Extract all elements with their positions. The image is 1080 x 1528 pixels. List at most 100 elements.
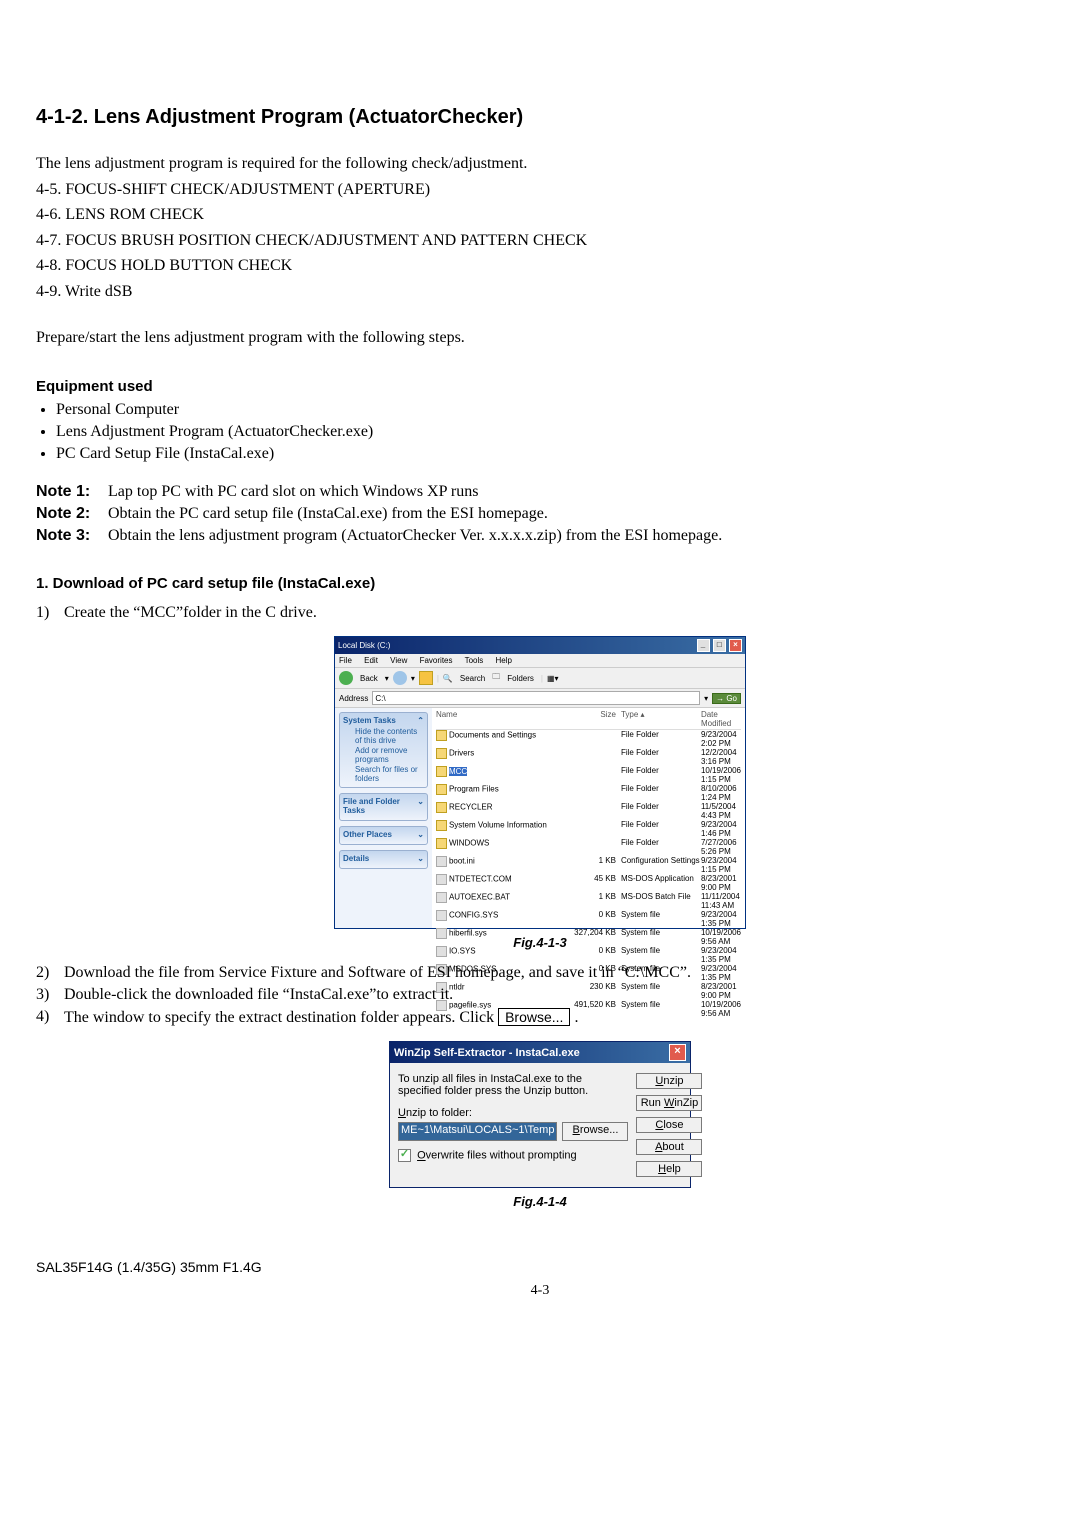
- file-date: 9/23/2004 1:35 PM: [701, 946, 741, 964]
- file-icon: [436, 892, 447, 903]
- file-name: Drivers: [449, 749, 474, 758]
- file-row[interactable]: Documents and SettingsFile Folder9/23/20…: [436, 730, 741, 748]
- step-num: 2): [36, 964, 64, 982]
- help-button[interactable]: Help: [636, 1161, 702, 1177]
- task-item[interactable]: Hide the contents of this drive: [343, 727, 424, 745]
- explorer-sidebar: System Tasks⌃ Hide the contents of this …: [335, 708, 432, 928]
- file-row[interactable]: boot.ini1 KBConfiguration Settings9/23/2…: [436, 856, 741, 874]
- overwrite-checkbox[interactable]: ✓: [398, 1149, 411, 1162]
- folder-icon: [436, 802, 447, 813]
- menu-view[interactable]: View: [390, 656, 407, 665]
- file-name: AUTOEXEC.BAT: [449, 893, 510, 902]
- address-input[interactable]: [372, 691, 700, 705]
- file-row[interactable]: NTDETECT.COM45 KBMS-DOS Application8/23/…: [436, 874, 741, 892]
- expand-icon[interactable]: ⌄: [417, 797, 424, 815]
- minimize-button[interactable]: _: [697, 639, 710, 652]
- file-type: File Folder: [621, 820, 701, 838]
- col-size[interactable]: Size: [566, 710, 621, 728]
- file-row[interactable]: DriversFile Folder12/2/2004 3:16 PM: [436, 748, 741, 766]
- file-date: 9/23/2004 2:02 PM: [701, 730, 741, 748]
- back-icon[interactable]: [339, 671, 353, 685]
- up-icon[interactable]: [419, 671, 433, 685]
- expand-icon[interactable]: ⌄: [417, 830, 424, 839]
- explorer-window: Local Disk (C:) _ □ × File Edit View Fav…: [334, 636, 746, 929]
- file-date: 8/10/2006 1:24 PM: [701, 784, 741, 802]
- task-item[interactable]: Search for files or folders: [343, 765, 424, 783]
- close-button[interactable]: ×: [669, 1044, 686, 1061]
- file-row[interactable]: IO.SYS0 KBSystem file9/23/2004 1:35 PM: [436, 946, 741, 964]
- figure-caption: Fig.4-1-4: [36, 1194, 1044, 1209]
- steps-block: 2) Download the file from Service Fixtur…: [36, 964, 1044, 1027]
- col-name[interactable]: Name: [436, 710, 566, 728]
- file-row[interactable]: MCCFile Folder10/19/2006 1:15 PM: [436, 766, 741, 784]
- step: 3) Double-click the downloaded file “Ins…: [36, 986, 1044, 1004]
- menu-tools[interactable]: Tools: [465, 656, 484, 665]
- about-button[interactable]: About: [636, 1139, 702, 1155]
- file-name: System Volume Information: [449, 821, 547, 830]
- file-icon: [436, 856, 447, 867]
- menu-file[interactable]: File: [339, 656, 352, 665]
- equipment-list: Personal Computer Lens Adjustment Progra…: [36, 401, 1044, 463]
- go-button[interactable]: → Go: [712, 693, 741, 704]
- unzip-path-input[interactable]: ME~1\Matsui\LOCALS~1\Temp: [398, 1122, 557, 1141]
- file-size: 327,204 KB: [566, 928, 621, 946]
- check-item: 4-9. Write dSB: [36, 281, 1044, 303]
- file-name: WINDOWS: [449, 839, 489, 848]
- folder-icon: [436, 838, 447, 849]
- overwrite-label: Overwrite files without prompting: [417, 1150, 577, 1162]
- explorer-titlebar: Local Disk (C:) _ □ ×: [335, 637, 745, 654]
- file-row[interactable]: AUTOEXEC.BAT1 KBMS-DOS Batch File11/11/2…: [436, 892, 741, 910]
- file-size: [566, 766, 621, 784]
- step-text: Download the file from Service Fixture a…: [64, 964, 1044, 982]
- file-row[interactable]: WINDOWSFile Folder7/27/2006 5:26 PM: [436, 838, 741, 856]
- note-line: Note 3: Obtain the lens adjustment progr…: [36, 527, 1044, 545]
- file-folder-tasks-panel: File and Folder Tasks⌄: [339, 793, 428, 821]
- file-row[interactable]: hiberfil.sys327,204 KBSystem file10/19/2…: [436, 928, 741, 946]
- file-size: 1 KB: [566, 892, 621, 910]
- folders-icon[interactable]: 🗀: [492, 671, 500, 685]
- step-num: 4): [36, 1008, 64, 1027]
- file-size: [566, 748, 621, 766]
- expand-icon[interactable]: ⌄: [417, 854, 424, 863]
- file-row[interactable]: RECYCLERFile Folder11/5/2004 4:43 PM: [436, 802, 741, 820]
- file-row[interactable]: Program FilesFile Folder8/10/2006 1:24 P…: [436, 784, 741, 802]
- menu-edit[interactable]: Edit: [364, 656, 378, 665]
- browse-button[interactable]: Browse...: [562, 1122, 628, 1141]
- footer-model: SAL35F14G (1.4/35G) 35mm F1.4G: [36, 1259, 1044, 1275]
- file-size: [566, 838, 621, 856]
- unzip-button[interactable]: Unzip: [636, 1073, 702, 1089]
- runwinzip-button[interactable]: Run WinZip: [636, 1095, 702, 1111]
- check-item: 4-7. FOCUS BRUSH POSITION CHECK/ADJUSTME…: [36, 230, 1044, 252]
- search-icon[interactable]: 🔍: [443, 674, 453, 683]
- note-line: Note 1: Lap top PC with PC card slot on …: [36, 483, 1044, 501]
- file-type: File Folder: [621, 748, 701, 766]
- views-icon[interactable]: ▦▾: [547, 674, 559, 683]
- search-button[interactable]: Search: [457, 674, 488, 683]
- maximize-button[interactable]: □: [713, 639, 726, 652]
- menu-favorites[interactable]: Favorites: [420, 656, 453, 665]
- close-button[interactable]: ×: [729, 639, 742, 652]
- file-name: Documents and Settings: [449, 731, 536, 740]
- forward-icon[interactable]: [393, 671, 407, 685]
- equipment-item: Lens Adjustment Program (ActuatorChecker…: [56, 423, 1044, 441]
- file-name: MCC: [449, 767, 467, 776]
- close-button[interactable]: Close: [636, 1117, 702, 1133]
- menu-bar: File Edit View Favorites Tools Help: [335, 654, 745, 668]
- back-button[interactable]: Back: [357, 674, 381, 683]
- check-item: 4-6. LENS ROM CHECK: [36, 204, 1044, 226]
- menu-help[interactable]: Help: [496, 656, 512, 665]
- file-row[interactable]: System Volume InformationFile Folder9/23…: [436, 820, 741, 838]
- intro-text: The lens adjustment program is required …: [36, 153, 1044, 175]
- file-row[interactable]: CONFIG.SYS0 KBSystem file9/23/2004 1:35 …: [436, 910, 741, 928]
- note-line: Note 2: Obtain the PC card setup file (I…: [36, 505, 1044, 523]
- collapse-icon[interactable]: ⌃: [417, 716, 424, 725]
- step: 1) Create the “MCC”folder in the C drive…: [36, 604, 1044, 622]
- address-bar: Address ▾ → Go: [335, 689, 745, 708]
- folders-button[interactable]: Folders: [504, 674, 537, 683]
- col-date[interactable]: Date Modified: [701, 710, 741, 728]
- equipment-item: Personal Computer: [56, 401, 1044, 419]
- col-type[interactable]: Type ▴: [621, 710, 701, 728]
- task-item[interactable]: Add or remove programs: [343, 746, 424, 764]
- step-text: Double-click the downloaded file “InstaC…: [64, 986, 1044, 1004]
- step: 4) The window to specify the extract des…: [36, 1008, 1044, 1027]
